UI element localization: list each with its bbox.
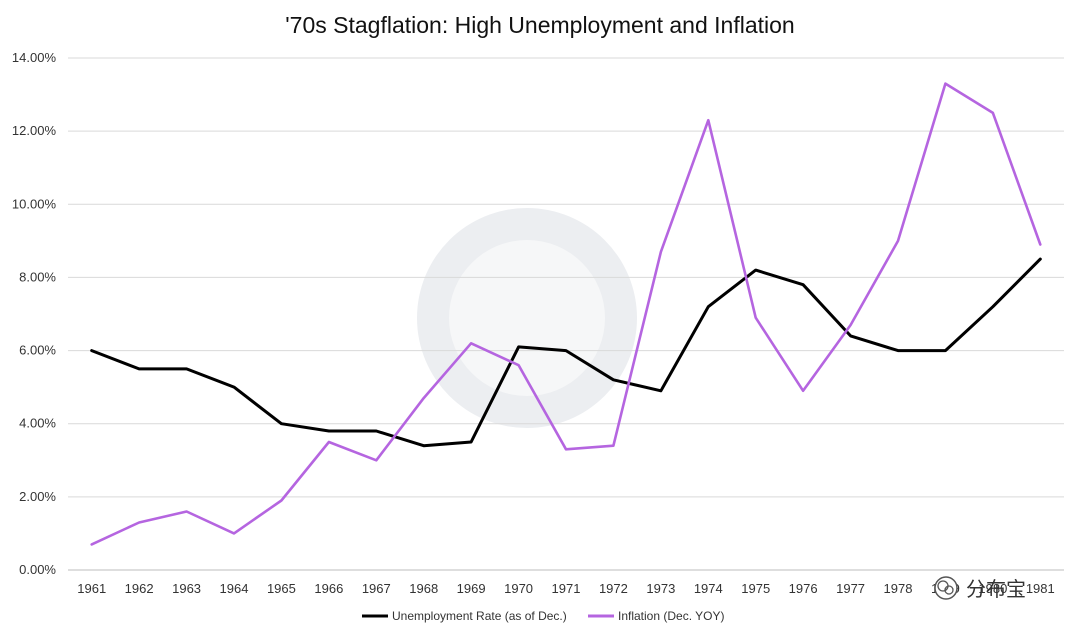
x-tick-label: 1962 (125, 581, 154, 596)
x-tick-label: 1977 (836, 581, 865, 596)
x-axis-ticks: 1961 1962 1963 1964 1965 1966 1967 1968 1969 1970… (77, 581, 1054, 596)
chart-title: '70s Stagflation: High Unemployment and … (285, 12, 795, 38)
x-tick-label: 1965 (267, 581, 296, 596)
x-tick-label: 1966 (314, 581, 343, 596)
y-tick-label: 8.00% (19, 269, 56, 284)
x-tick-label: 1961 (77, 581, 106, 596)
y-tick-label: 0.00% (19, 562, 56, 577)
y-tick-label: 14.00% (12, 50, 57, 65)
x-tick-label: 1981 (1026, 581, 1055, 596)
x-tick-label: 1970 (504, 581, 533, 596)
x-tick-label: 1980 (978, 581, 1007, 596)
x-tick-label: 1973 (646, 581, 675, 596)
watermark-logo (417, 208, 637, 428)
x-tick-label: 1972 (599, 581, 628, 596)
legend-label: Unemployment Rate (as of Dec.) (392, 609, 567, 623)
legend: Unemployment Rate (as of Dec.) Inflation … (362, 609, 725, 623)
y-tick-label: 6.00% (19, 343, 56, 358)
x-tick-label: 1978 (884, 581, 913, 596)
y-axis-ticks: 0.00% 2.00% 4.00% 6.00% 8.00% 10.00% 12.00% 14.… (12, 50, 57, 577)
unemployment-series-line (90, 257, 1042, 448)
x-tick-label: 1963 (172, 581, 201, 596)
inflation-series-line (90, 82, 1042, 546)
x-tick-label: 1968 (409, 581, 438, 596)
y-tick-label: 2.00% (19, 489, 56, 504)
y-tick-label: 4.00% (19, 416, 56, 431)
x-tick-label: 1969 (457, 581, 486, 596)
series-lines (90, 82, 1042, 546)
x-tick-label: 1976 (789, 581, 818, 596)
legend-label: Inflation (Dec. YOY) (618, 609, 725, 623)
watermark-text: 分布宝 (966, 577, 1026, 601)
x-tick-label: 1964 (220, 581, 249, 596)
wechat-watermark: 分布宝 (934, 576, 1026, 601)
x-tick-label: 1967 (362, 581, 391, 596)
y-tick-label: 10.00% (12, 196, 57, 211)
y-tick-label: 12.00% (12, 123, 57, 138)
x-tick-label: 1975 (741, 581, 770, 596)
x-tick-label: 1974 (694, 581, 723, 596)
x-tick-label: 1971 (552, 581, 581, 596)
